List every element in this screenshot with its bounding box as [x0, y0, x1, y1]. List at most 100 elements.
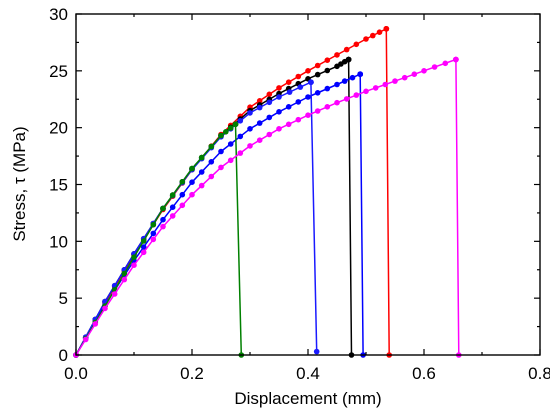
data-point: [349, 74, 356, 81]
data-point: [324, 57, 331, 63]
data-point: [247, 126, 253, 132]
data-point: [189, 179, 195, 185]
data-point: [92, 321, 99, 327]
data-point: [169, 192, 176, 198]
data-point: [295, 99, 302, 105]
data-point: [285, 121, 292, 128]
data-point: [382, 81, 389, 88]
data-point: [256, 137, 263, 143]
data-point: [343, 46, 350, 53]
data-point: [353, 92, 360, 98]
x-tick-label: 0.8: [528, 364, 550, 383]
data-point: [376, 29, 383, 35]
data-point: [223, 129, 229, 135]
data-point: [160, 205, 166, 212]
data-point: [150, 236, 157, 243]
series-line: [75, 58, 353, 356]
data-point: [266, 91, 273, 98]
data-point: [160, 223, 166, 230]
data-point: [295, 73, 302, 80]
data-point: [305, 68, 311, 74]
data-point: [160, 216, 166, 223]
x-axis-label: Displacement (mm): [234, 389, 381, 408]
y-tick-label: 0: [59, 346, 68, 365]
y-tick-label: 25: [49, 62, 68, 81]
data-point: [227, 125, 234, 131]
data-point: [256, 98, 263, 104]
data-point: [237, 118, 244, 124]
data-point: [334, 52, 340, 58]
data-point: [343, 96, 350, 102]
data-point: [431, 64, 438, 70]
data-point: [383, 26, 390, 32]
data-point: [363, 36, 369, 42]
data-point: [372, 85, 379, 91]
data-point: [276, 109, 282, 115]
failure-point: [313, 348, 320, 355]
data-point: [237, 133, 244, 140]
data-point: [442, 60, 449, 67]
series-line: [75, 73, 364, 356]
data-point: [305, 112, 311, 118]
data-point: [353, 41, 360, 48]
series-0: [73, 26, 393, 358]
data-point: [314, 108, 321, 114]
data-point: [392, 78, 398, 84]
data-point: [324, 85, 331, 92]
data-point: [334, 81, 340, 88]
data-point: [285, 79, 292, 85]
data-point: [401, 74, 408, 81]
data-point: [150, 230, 157, 237]
data-point: [179, 179, 186, 185]
data-point: [453, 56, 459, 63]
axis-ticks: [75, 13, 541, 356]
data-point: [285, 104, 292, 110]
data-point: [140, 249, 147, 256]
data-point: [131, 254, 137, 260]
y-tick-label: 30: [49, 5, 68, 24]
data-point: [276, 126, 282, 132]
data-point: [247, 110, 253, 116]
data-point: [295, 116, 302, 123]
data-point: [131, 262, 137, 269]
data-point: [314, 71, 321, 78]
data-point: [324, 67, 331, 74]
data-point: [314, 62, 321, 69]
data-point: [169, 204, 176, 210]
data-point: [341, 78, 348, 84]
data-point: [266, 99, 273, 106]
data-point: [208, 173, 215, 180]
series-1: [73, 56, 355, 358]
data-point: [198, 169, 205, 175]
y-axis-label: Stress, τ (MPa): [10, 126, 29, 241]
data-point: [140, 238, 147, 244]
data-point: [256, 120, 263, 126]
y-tick-label: 5: [59, 289, 68, 308]
data-point: [308, 79, 314, 85]
data-point: [111, 291, 118, 297]
data-point: [208, 159, 215, 165]
data-point: [232, 121, 239, 128]
data-point: [102, 305, 108, 312]
data-point: [218, 132, 224, 139]
data-point: [247, 143, 253, 149]
data-point: [357, 71, 364, 77]
data-point: [421, 68, 427, 74]
data-point: [169, 213, 176, 219]
data-point: [208, 143, 215, 150]
data-point: [370, 32, 376, 39]
data-point: [334, 99, 340, 106]
data-point: [189, 191, 195, 198]
tick-labels: 0.0 0.2 0.4 0.6 0.8 0 5 10 15 20 25 30: [49, 5, 550, 383]
data-point: [237, 150, 244, 156]
x-tick-label: 0.0: [64, 364, 88, 383]
data-point: [305, 94, 311, 100]
x-tick-label: 0.2: [180, 364, 204, 383]
y-tick-label: 15: [49, 176, 68, 195]
data-point: [198, 154, 205, 161]
data-point: [266, 114, 273, 121]
data-point: [363, 88, 369, 95]
y-tick-label: 10: [49, 232, 68, 251]
data-point: [256, 104, 263, 111]
